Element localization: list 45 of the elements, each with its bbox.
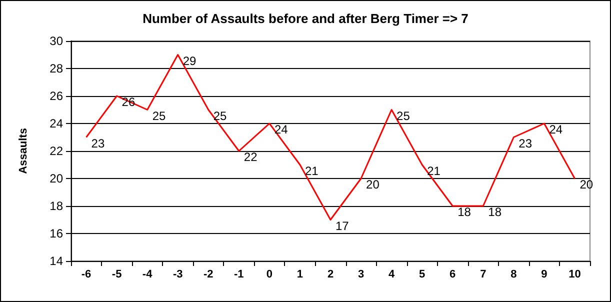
x-tick-label: 8 [510, 268, 517, 280]
x-tick-label: -3 [172, 268, 183, 280]
x-tick-label: 10 [568, 268, 581, 280]
data-label: 22 [244, 150, 258, 164]
data-label: 23 [518, 136, 532, 150]
y-tick-label: 26 [50, 89, 64, 103]
data-label: 25 [396, 108, 410, 123]
x-tick-label: 9 [541, 268, 548, 280]
data-label: 17 [336, 218, 350, 233]
data-label: 24 [274, 122, 288, 136]
y-tick-label: 16 [50, 226, 64, 240]
chart-title: Number of Assaults before and after Berg Timer => 7 [142, 11, 468, 26]
data-label: 25 [152, 108, 166, 123]
data-label: 24 [549, 122, 563, 136]
line-series [86, 54, 576, 220]
x-tick-label: -6 [81, 268, 92, 280]
data-label: 25 [213, 108, 228, 123]
x-tick-label: 7 [480, 268, 486, 280]
data-label: 23 [91, 136, 105, 150]
y-axis-title: Assaults [18, 128, 30, 174]
y-tick-label: 30 [50, 34, 64, 48]
data-label: 21 [427, 164, 441, 178]
data-label: 21 [304, 164, 319, 178]
data-label: 18 [458, 205, 472, 219]
x-tick-label: -5 [112, 268, 122, 280]
y-tick-label: 24 [50, 116, 64, 130]
x-tick-label: 6 [450, 268, 456, 280]
data-label: 20 [366, 178, 380, 192]
x-tick-label: -1 [234, 268, 244, 280]
y-tick-label: 22 [50, 144, 64, 158]
x-tick-label: 1 [296, 268, 304, 280]
data-label: 29 [182, 54, 197, 68]
x-tick-label: -2 [203, 268, 214, 280]
x-tick-label: -4 [142, 268, 154, 280]
data-label: 20 [580, 178, 594, 192]
y-tick-label: 20 [50, 172, 64, 186]
y-tick-label: 14 [50, 254, 64, 268]
y-tick-label: 18 [50, 199, 64, 213]
x-tick-label: 5 [419, 268, 426, 280]
x-tick-label: 0 [266, 268, 273, 280]
x-tick-label: 2 [327, 268, 334, 280]
x-tick-label: 3 [358, 268, 364, 280]
data-label: 18 [488, 205, 502, 219]
y-tick-label: 28 [50, 62, 64, 76]
x-tick-label: 4 [388, 268, 396, 280]
